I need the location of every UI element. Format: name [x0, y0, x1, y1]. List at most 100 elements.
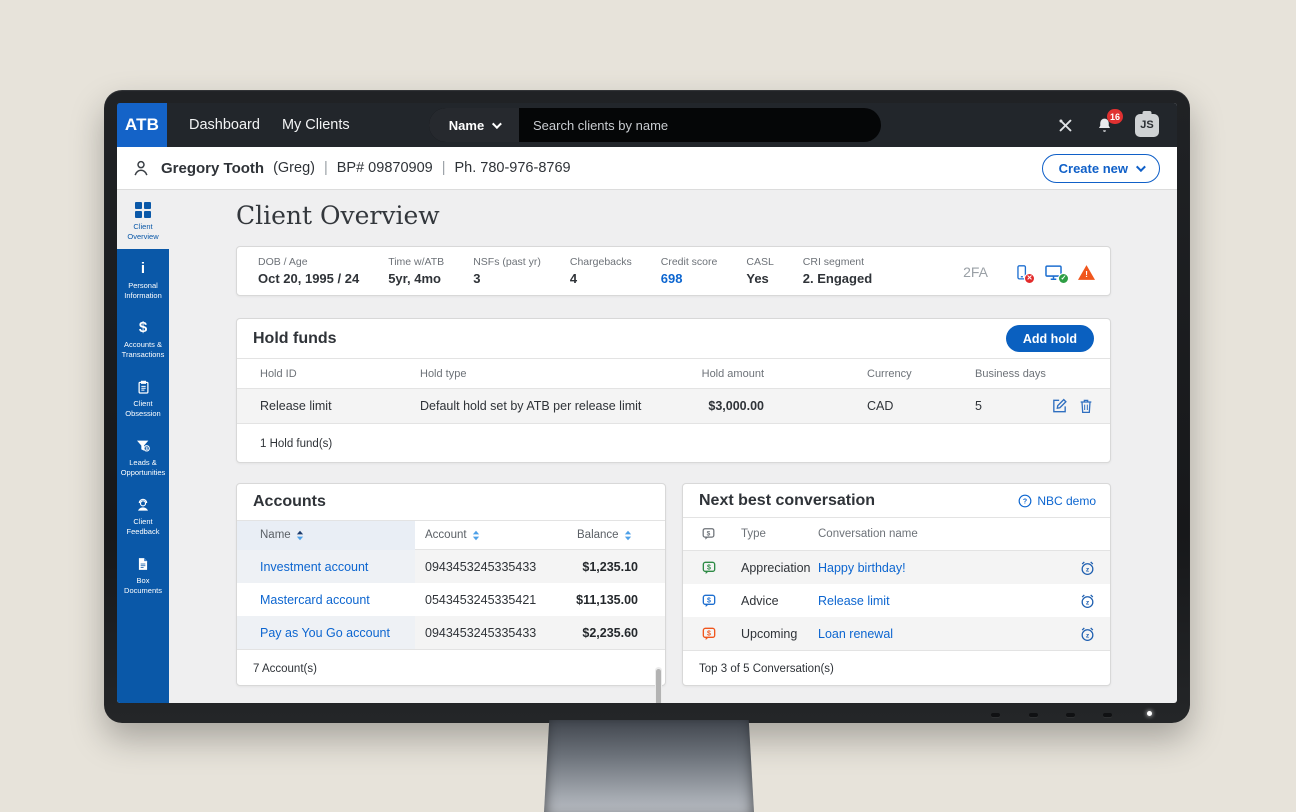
stat-value: 4: [569, 271, 578, 286]
hold-funds-title: Hold funds: [253, 329, 337, 347]
column-header[interactable]: Business days: [975, 367, 1046, 380]
sidebar-item-personal-information[interactable]: i Personal Information: [117, 249, 169, 308]
account-number-cell: 0543453245335421: [425, 592, 537, 607]
hold-type-cell: Default hold set by ATB per release limi…: [420, 399, 642, 413]
monitor-button: [1029, 713, 1038, 717]
search-filter-dropdown[interactable]: Name: [429, 108, 519, 142]
hold-fund-table-row: Release limit Default hold set by ATB pe…: [237, 389, 1110, 424]
stat-value: Yes: [746, 271, 769, 286]
search-filter-label: Name: [448, 117, 485, 133]
column-header[interactable]: Hold ID: [260, 367, 297, 380]
edit-icon[interactable]: [1051, 398, 1068, 415]
nbc-demo-link[interactable]: ? NBC demo: [1018, 494, 1096, 508]
svg-text:z: z: [1086, 599, 1090, 606]
monitor-frame: ATB Dashboard My Clients Name: [104, 90, 1190, 723]
conversation-link[interactable]: Loan renewal: [818, 626, 894, 641]
stat-dob-age: DOB / Age Oct 20, 1995 / 24: [258, 256, 359, 286]
mobile-device-icon[interactable]: ✕: [1013, 263, 1035, 284]
add-hold-button[interactable]: Add hold: [1005, 325, 1094, 352]
sidebar-item-client-obsession[interactable]: Client Obsession: [117, 367, 169, 426]
column-header-name[interactable]: Name: [260, 529, 304, 541]
client-name: Gregory Tooth: [161, 159, 265, 177]
info-icon: i: [140, 260, 146, 278]
success-badge-icon: ✓: [1058, 272, 1069, 284]
nbc-count: Top 3 of 5 Conversation(s): [683, 650, 1110, 687]
search-input[interactable]: [519, 117, 881, 133]
column-header-account[interactable]: Account: [425, 529, 480, 541]
sort-icon[interactable]: [472, 530, 480, 541]
business-days-cell: 5: [975, 399, 982, 413]
accounts-count: 7 Account(s): [237, 649, 665, 687]
column-header[interactable]: Currency: [867, 367, 912, 380]
client-phone: Ph. 780-976-8769: [454, 160, 571, 176]
account-balance-cell: $2,235.60: [582, 625, 638, 640]
nbc-table-header: $ Type Conversation name: [683, 518, 1110, 551]
notification-count-badge: 16: [1106, 109, 1123, 124]
nbc-title: Next best conversation: [699, 491, 876, 509]
snooze-alarm-icon[interactable]: z: [1079, 625, 1096, 642]
tools-icon[interactable]: [1057, 117, 1074, 134]
conversation-link[interactable]: Happy birthday!: [818, 560, 906, 575]
column-header[interactable]: Conversation name: [818, 528, 918, 540]
hold-amount-cell: $3,000.00: [708, 399, 764, 413]
monitor-button: [991, 713, 1000, 717]
account-balance-cell: $1,235.10: [582, 559, 638, 574]
svg-text:!: !: [1085, 269, 1088, 279]
snooze-alarm-icon[interactable]: z: [1079, 559, 1096, 576]
advice-bubble-icon: $: [701, 593, 717, 609]
hold-funds-table-header: Hold ID Hold type Hold amount Currency B…: [237, 359, 1110, 389]
sort-icon[interactable]: [296, 530, 304, 541]
client-bp-number: BP# 09870909: [336, 160, 433, 176]
notifications-bell-icon[interactable]: 16: [1096, 109, 1123, 134]
nav-dashboard[interactable]: Dashboard: [189, 117, 260, 133]
screen: ATB Dashboard My Clients Name: [117, 103, 1177, 703]
question-icon: ?: [1018, 494, 1032, 507]
sidebar-item-leads-opportunities[interactable]: $ Leads & Opportunities: [117, 426, 169, 485]
scrollbar-thumb[interactable]: [656, 669, 661, 703]
sidebar-item-client-overview[interactable]: Client Overview: [117, 190, 169, 249]
sort-icon[interactable]: [624, 530, 632, 541]
svg-text:$: $: [707, 630, 711, 637]
conversation-type: Upcoming: [741, 626, 798, 641]
funnel-icon: $: [135, 437, 151, 455]
svg-text:$: $: [707, 597, 711, 604]
account-name-link[interactable]: Mastercard account: [260, 592, 370, 607]
stat-value: 3: [473, 271, 481, 286]
account-balance-cell: $11,135.00: [576, 592, 638, 607]
column-header[interactable]: Hold type: [420, 367, 467, 380]
account-name-link[interactable]: Pay as You Go account: [260, 625, 390, 640]
page-title: Client Overview: [236, 201, 440, 230]
column-header-balance[interactable]: Balance: [577, 529, 632, 541]
stat-label: Time w/ATB: [388, 256, 445, 268]
sidebar-item-label: Personal Information: [124, 280, 162, 300]
stat-value: 2. Engaged: [802, 271, 873, 286]
sidebar-item-accounts-transactions[interactable]: $ Accounts & Transactions: [117, 308, 169, 367]
credit-score-link[interactable]: 698: [660, 271, 683, 286]
column-header[interactable]: Hold amount: [701, 367, 764, 380]
client-search: Name: [429, 108, 881, 142]
client-stats-panel: DOB / Age Oct 20, 1995 / 24 Time w/ATB 5…: [236, 246, 1111, 296]
stat-credit-score: Credit score 698: [661, 256, 718, 286]
divider: |: [323, 160, 328, 176]
create-new-button[interactable]: Create new: [1041, 154, 1160, 183]
accounts-scrollbar[interactable]: [655, 667, 662, 703]
stat-label: NSFs (past yr): [473, 256, 541, 268]
conversation-bubble-icon: $: [701, 527, 716, 542]
power-led: [1147, 711, 1152, 716]
sidebar-item-box-documents[interactable]: Box Documents: [117, 544, 169, 603]
delete-icon[interactable]: [1078, 398, 1094, 415]
warning-icon[interactable]: !: [1077, 264, 1096, 281]
user-avatar[interactable]: JS: [1135, 113, 1159, 137]
chevron-down-icon: [492, 118, 503, 129]
conversation-type: Advice: [741, 593, 779, 608]
sidebar-item-client-feedback[interactable]: Client Feedback: [117, 485, 169, 544]
conversation-link[interactable]: Release limit: [818, 593, 890, 608]
account-name-link[interactable]: Investment account: [260, 559, 369, 574]
grid-icon: [135, 201, 151, 219]
snooze-alarm-icon[interactable]: z: [1079, 592, 1096, 609]
nav-my-clients[interactable]: My Clients: [281, 117, 350, 133]
desktop-device-icon[interactable]: ✓: [1043, 263, 1069, 284]
atb-logo[interactable]: ATB: [117, 103, 167, 147]
column-header[interactable]: Type: [741, 528, 766, 540]
conversation-row: $ Upcoming Loan renewal z: [683, 617, 1110, 650]
